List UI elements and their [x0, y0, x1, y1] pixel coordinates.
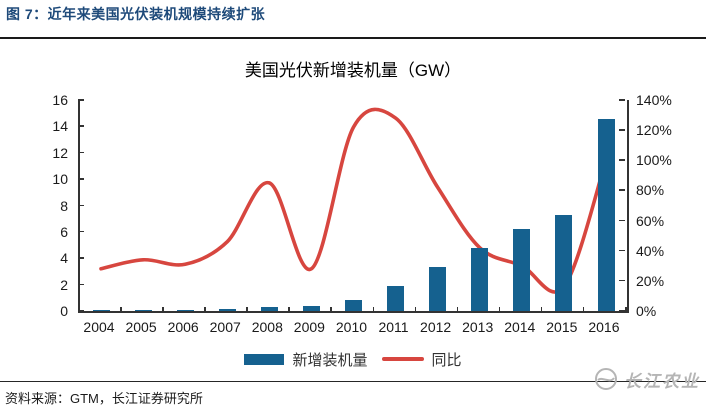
- x-axis-year-label: 2009: [293, 319, 325, 335]
- yoy-line-chart: [99, 107, 608, 294]
- left-axis-tick-label: 8: [60, 197, 68, 214]
- right-axis-tick-label: 40%: [636, 242, 665, 259]
- installation-bar-2007: [218, 308, 236, 311]
- x-axis-tick-mark: [120, 307, 122, 311]
- x-axis-year-label: 2016: [588, 319, 620, 335]
- installation-bar-2008: [260, 307, 278, 311]
- right-axis-tick-label: 100%: [636, 152, 672, 169]
- legend-label-bars: 新增装机量: [292, 351, 368, 369]
- right-axis-tick-label: 80%: [636, 182, 665, 199]
- installation-bar-2013: [471, 248, 489, 311]
- left-axis-tick-label: 10: [52, 171, 68, 188]
- left-axis-tick-mark: [78, 230, 84, 233]
- right-axis-tick-mark: [619, 219, 625, 222]
- x-axis-year-label: 2015: [546, 319, 578, 335]
- installation-bar-2006: [176, 309, 194, 311]
- x-axis-tick-mark: [498, 307, 501, 311]
- x-axis-tick-mark: [372, 307, 375, 311]
- x-axis-year-label: 2014: [504, 319, 536, 335]
- left-axis-tick-mark: [78, 178, 84, 180]
- x-axis-tick-mark: [246, 307, 248, 311]
- brand-circle-icon: [595, 368, 617, 390]
- installation-bar-2015: [555, 214, 573, 311]
- left-axis-tick-label: 16: [52, 92, 68, 108]
- x-axis-tick-mark: [540, 307, 543, 311]
- left-axis-tick-mark: [78, 151, 84, 154]
- x-axis-tick-mark: [456, 307, 459, 311]
- x-axis-year-label: 2013: [462, 319, 494, 335]
- x-axis-year-label: 2010: [335, 319, 368, 335]
- bar-series-swatch-icon: [244, 353, 285, 365]
- x-axis-tick-mark: [330, 307, 332, 311]
- left-axis-tick-label: 12: [52, 144, 68, 161]
- x-axis-year-label: 2011: [378, 319, 409, 335]
- installation-bar-2012: [429, 266, 447, 311]
- left-axis-tick-mark: [78, 204, 84, 206]
- x-axis-tick-mark: [288, 307, 290, 311]
- right-axis-tick-mark: [619, 99, 625, 101]
- left-axis-tick-mark: [78, 125, 84, 127]
- x-axis-tick-mark: [162, 307, 164, 311]
- right-axis-tick-mark: [619, 279, 625, 282]
- chart-title: 美国光伏新增装机量（GW）: [244, 61, 462, 80]
- legend-item-bars: 新增装机量: [244, 349, 368, 370]
- line-series-swatch-icon: [381, 357, 424, 361]
- installation-bar-2010: [345, 299, 362, 311]
- legend-label-line: 同比: [431, 351, 462, 369]
- x-axis-year-label: 2012: [420, 319, 452, 335]
- left-axis-tick-label: 14: [52, 118, 68, 135]
- x-axis-year-label: 2005: [125, 319, 157, 335]
- right-axis-tick-label: 0%: [636, 303, 657, 319]
- data-source-note: 资料来源：GTM，长江证券研究所: [5, 391, 203, 406]
- x-axis-year-label: 2006: [167, 319, 199, 335]
- chart-legend: 新增装机量 同比: [0, 349, 706, 369]
- x-axis-tick-mark: [582, 307, 585, 311]
- plot-area: [78, 100, 629, 313]
- right-axis-tick-mark: [619, 159, 625, 161]
- installation-bar-2009: [302, 305, 320, 311]
- left-axis-tick-label: 4: [60, 250, 68, 267]
- installation-bar-2004: [92, 310, 110, 311]
- left-axis-tick-label: 0: [60, 303, 68, 319]
- left-axis-tick-mark: [78, 99, 84, 101]
- right-axis-tick-mark: [619, 189, 625, 191]
- installation-bar-2014: [513, 228, 531, 311]
- x-axis-tick-mark: [204, 307, 206, 311]
- right-axis-tick-label: 120%: [636, 122, 672, 139]
- x-axis-year-label: 2004: [83, 319, 115, 335]
- right-axis-tick-mark: [619, 310, 625, 312]
- x-axis-tick-mark: [414, 307, 417, 311]
- left-axis-tick-label: 6: [60, 223, 68, 240]
- installation-bar-2016: [597, 118, 615, 311]
- figure-caption: 图 7：近年来美国光伏装机规模持续扩张: [6, 6, 266, 22]
- legend-item-line: 同比: [381, 349, 462, 370]
- left-axis-tick-mark: [78, 310, 84, 312]
- right-axis-tick-label: 60%: [636, 212, 665, 229]
- left-axis-tick-mark: [78, 257, 84, 259]
- brand-logo-text: 长江农业: [624, 371, 700, 391]
- x-axis-tick-mark: [78, 307, 80, 311]
- left-axis-tick-label: 2: [60, 276, 68, 293]
- x-axis-year-label: 2007: [209, 319, 241, 335]
- footer-divider: [0, 381, 706, 382]
- header-divider: [0, 37, 706, 39]
- left-axis-tick-mark: [78, 283, 84, 286]
- right-axis-tick-label: 140%: [636, 92, 672, 108]
- right-axis-tick-mark: [619, 129, 625, 131]
- x-axis-tick-mark: [625, 307, 627, 311]
- installation-bar-2011: [387, 285, 405, 311]
- x-axis-year-label: 2008: [251, 319, 283, 335]
- installation-bar-2005: [134, 309, 152, 311]
- brand-logo: 长江农业: [594, 363, 700, 395]
- right-axis-tick-label: 20%: [636, 272, 665, 289]
- right-axis-tick-mark: [619, 249, 625, 252]
